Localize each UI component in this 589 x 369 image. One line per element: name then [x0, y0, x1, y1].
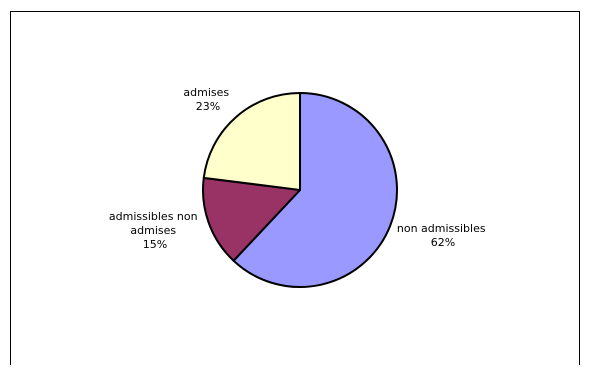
label-non-admissibles: non admissibles 62% [397, 222, 489, 249]
label-admissibles-non-admises: admissibles non admises 15% [109, 210, 201, 251]
pie-slices [202, 92, 398, 288]
pie-slice-non-admissibles [232, 92, 398, 288]
pie-slice-admissibles-non-admises [202, 176, 301, 262]
chart-frame [10, 11, 580, 365]
pie-slice-admises [202, 92, 301, 191]
label-admises: admises 23% [183, 86, 232, 113]
